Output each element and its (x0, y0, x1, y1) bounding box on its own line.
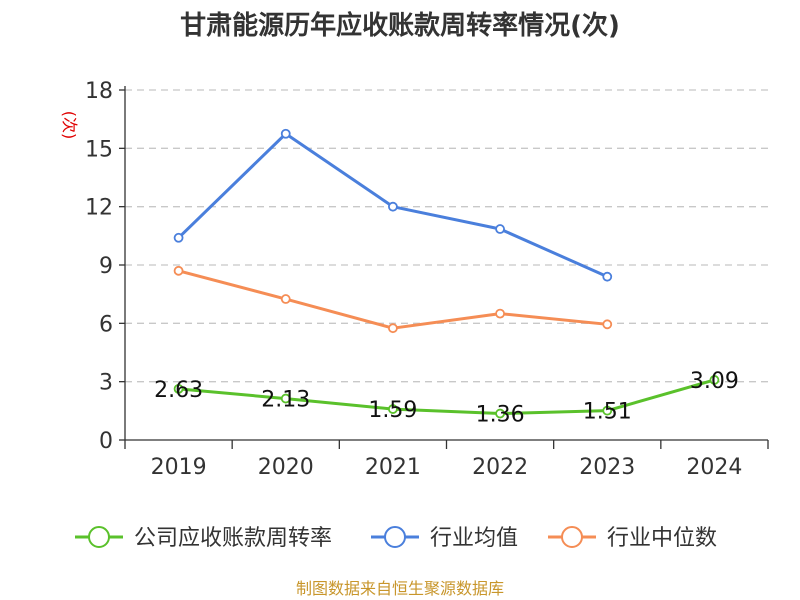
series-lines (173, 128, 720, 419)
grid-lines (125, 89, 768, 383)
series-line-industry_median (178, 269, 608, 330)
y-tick-label: 6 (99, 312, 113, 337)
data-point-industry_median (602, 319, 613, 330)
legend-label-company: 公司应收账款周转率 (134, 526, 332, 551)
data-point-industry_avg (495, 224, 505, 234)
data-label: 2.63 (154, 378, 203, 403)
y-tick-label: 0 (99, 429, 113, 454)
data-label: 2.13 (261, 388, 310, 413)
data-labels: 2.63 2.13 1.59 1.36 1.51 3.09 (154, 369, 739, 428)
data-point-industry_median (173, 265, 184, 276)
data-point-company (495, 408, 505, 419)
data-point-industry_median (388, 323, 398, 334)
series-line-company (178, 378, 715, 416)
data-label: 1.36 (476, 403, 525, 428)
legend-marker-company (88, 526, 110, 548)
legend-marker-industry_median (561, 526, 583, 548)
data-point-industry_avg (173, 232, 184, 243)
data-point-industry_avg (280, 128, 291, 139)
y-tick-label: 3 (99, 371, 113, 396)
data-label: 1.59 (368, 398, 417, 423)
x-tick-label: 2022 (472, 455, 528, 480)
source-note: 制图数据来自恒生聚源数据库 (296, 579, 504, 598)
axes: 0 3 6 9 12 15 18 2019 2020 2021 2022 2023 2024 (85, 79, 769, 480)
data-point-company (388, 404, 398, 414)
y-tick-label: 12 (85, 196, 113, 221)
x-tick-label: 2024 (686, 455, 742, 480)
data-point-industry_median (280, 294, 291, 304)
data-point-industry_avg (388, 201, 398, 212)
x-tick-label: 2020 (258, 455, 314, 480)
data-point-company (173, 383, 184, 394)
data-point-industry_avg (602, 271, 613, 282)
data-label: 1.51 (583, 400, 632, 425)
x-tick-label: 2021 (365, 455, 421, 480)
data-point-company (602, 405, 613, 416)
y-tick-label: 18 (85, 79, 113, 104)
x-tick-label: 2023 (579, 455, 635, 480)
legend: 公司应收账款周转率 行业均值 行业中位数 (75, 526, 717, 551)
data-point-company (280, 393, 291, 404)
data-point-industry_median (495, 308, 505, 319)
y-tick-label: 15 (85, 137, 113, 162)
legend-marker-industry_avg (384, 526, 406, 548)
legend-label-industry_avg: 行业均值 (430, 526, 518, 551)
x-tick-label: 2019 (151, 455, 207, 480)
data-point-company (709, 375, 720, 385)
legend-label-industry_median: 行业中位数 (607, 526, 717, 551)
y-axis-label: (次) (60, 111, 79, 140)
data-label: 3.09 (690, 369, 739, 394)
y-tick-label: 9 (99, 254, 113, 279)
chart-title: 甘肃能源历年应收账款周转率情况(次) (180, 10, 620, 41)
